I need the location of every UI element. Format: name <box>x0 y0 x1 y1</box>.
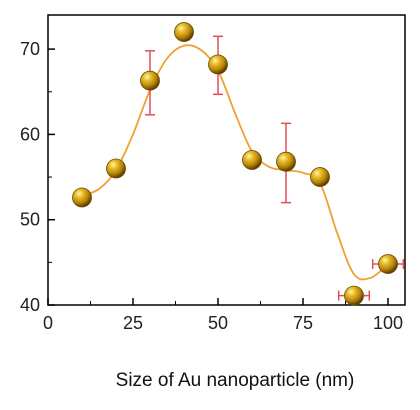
x-axis-title: Size of Au nanoparticle (nm) <box>116 370 355 391</box>
data-point <box>72 187 92 208</box>
y-tick-label: 50 <box>20 210 40 230</box>
data-point <box>140 70 160 91</box>
y-tick-label: 60 <box>20 124 40 144</box>
data-points-group <box>72 22 398 306</box>
x-tick-label: 50 <box>208 313 228 333</box>
data-point <box>378 254 398 274</box>
x-tick-label: 75 <box>293 313 313 333</box>
fit-curve <box>81 44 389 281</box>
x-tick-label: 0 <box>43 313 53 333</box>
y-tick-label: 70 <box>20 39 40 59</box>
data-point <box>106 158 126 179</box>
data-point <box>174 22 194 42</box>
data-point <box>310 167 330 187</box>
plot-frame <box>47 14 406 306</box>
data-point <box>208 54 228 75</box>
x-tick-label: 25 <box>123 313 143 333</box>
axis-ticks: 0 25 50 75 100 40 50 60 70 <box>20 39 403 333</box>
x-tick-label: 100 <box>373 313 403 333</box>
data-point <box>344 285 364 306</box>
y-tick-label: 40 <box>20 295 40 315</box>
fit-curve-group <box>81 44 389 281</box>
data-point <box>276 151 296 172</box>
data-point <box>242 150 262 170</box>
